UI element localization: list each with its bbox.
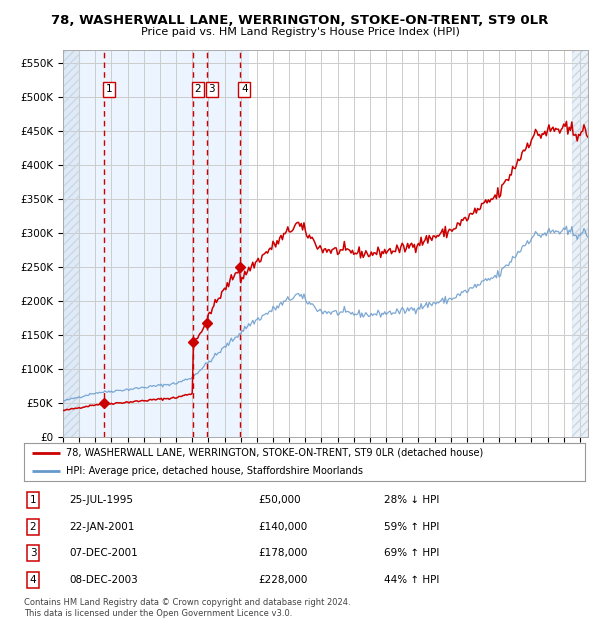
Text: 08-DEC-2003: 08-DEC-2003 <box>69 575 138 585</box>
Bar <box>63 50 79 437</box>
Text: 22-JAN-2001: 22-JAN-2001 <box>69 521 134 532</box>
Text: Contains HM Land Registry data © Crown copyright and database right 2024.: Contains HM Land Registry data © Crown c… <box>24 598 350 607</box>
Text: 07-DEC-2001: 07-DEC-2001 <box>69 548 138 559</box>
Text: HPI: Average price, detached house, Staffordshire Moorlands: HPI: Average price, detached house, Staf… <box>66 466 363 476</box>
Bar <box>63 50 248 437</box>
Text: Price paid vs. HM Land Registry's House Price Index (HPI): Price paid vs. HM Land Registry's House … <box>140 27 460 37</box>
Text: 28% ↓ HPI: 28% ↓ HPI <box>384 495 439 505</box>
Text: 3: 3 <box>29 548 37 559</box>
Bar <box>572 50 588 437</box>
Text: 3: 3 <box>209 84 215 94</box>
Text: 1: 1 <box>29 495 37 505</box>
Text: £228,000: £228,000 <box>258 575 307 585</box>
Text: 4: 4 <box>29 575 37 585</box>
Text: 44% ↑ HPI: 44% ↑ HPI <box>384 575 439 585</box>
Text: 25-JUL-1995: 25-JUL-1995 <box>69 495 133 505</box>
Bar <box>572 50 588 437</box>
Text: £50,000: £50,000 <box>258 495 301 505</box>
Text: 78, WASHERWALL LANE, WERRINGTON, STOKE-ON-TRENT, ST9 0LR: 78, WASHERWALL LANE, WERRINGTON, STOKE-O… <box>52 14 548 27</box>
Text: 78, WASHERWALL LANE, WERRINGTON, STOKE-ON-TRENT, ST9 0LR (detached house): 78, WASHERWALL LANE, WERRINGTON, STOKE-O… <box>66 448 484 458</box>
Text: 2: 2 <box>29 521 37 532</box>
Text: £140,000: £140,000 <box>258 521 307 532</box>
Bar <box>63 50 79 437</box>
Text: 4: 4 <box>241 84 248 94</box>
Text: £178,000: £178,000 <box>258 548 307 559</box>
Text: This data is licensed under the Open Government Licence v3.0.: This data is licensed under the Open Gov… <box>24 609 292 618</box>
Text: 1: 1 <box>106 84 112 94</box>
Text: 2: 2 <box>194 84 201 94</box>
Text: 69% ↑ HPI: 69% ↑ HPI <box>384 548 439 559</box>
Text: 59% ↑ HPI: 59% ↑ HPI <box>384 521 439 532</box>
